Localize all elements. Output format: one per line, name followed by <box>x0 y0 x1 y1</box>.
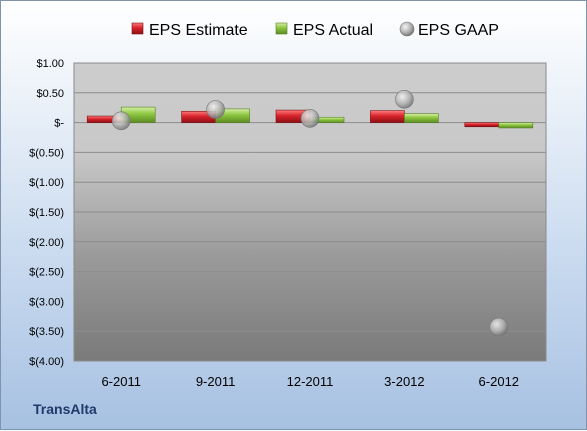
y-tick-label: $(2.00) <box>29 237 64 249</box>
x-tick-label: 3-2012 <box>384 374 424 389</box>
eps-gaap-marker <box>300 109 320 128</box>
legend-swatch <box>275 22 288 35</box>
x-tick-label: 6-2011 <box>101 374 141 389</box>
company-name: TransAlta <box>33 401 97 417</box>
eps-gaap-marker <box>111 111 131 131</box>
legend-label: EPS Estimate <box>149 22 248 39</box>
legend-swatch <box>399 21 415 37</box>
x-tick-label: 6-2012 <box>479 374 519 389</box>
eps-gaap-marker <box>489 317 509 337</box>
legend-label: EPS Actual <box>293 22 373 39</box>
eps-gaap-marker <box>206 100 225 119</box>
legend-eps-actual: EPS Actual <box>275 22 373 39</box>
y-tick-label: $(0.50) <box>29 147 64 159</box>
x-tick-label: 9-2011 <box>196 374 236 389</box>
eps-gaap-marker <box>395 90 414 109</box>
y-tick-label: $(3.50) <box>29 326 64 338</box>
y-tick-label: $(4.00) <box>29 356 64 368</box>
legend-eps-gaap: EPS GAAP <box>399 21 499 39</box>
y-tick-label: $1.00 <box>36 58 64 70</box>
legend-swatch <box>131 22 144 35</box>
eps-actual-bar <box>404 113 439 123</box>
y-tick-label: $(2.50) <box>29 267 64 279</box>
y-tick-label: $(1.00) <box>29 177 64 189</box>
legend-label: EPS GAAP <box>418 22 499 39</box>
x-tick-label: 12-2011 <box>287 374 334 389</box>
legend-eps-estimate: EPS Estimate <box>131 22 248 39</box>
y-tick-label: $- <box>54 118 64 130</box>
y-tick-label: $(1.50) <box>29 207 64 219</box>
eps-actual-bar <box>498 122 534 129</box>
eps-estimate-bar <box>370 110 405 123</box>
y-tick-label: $0.50 <box>36 88 64 100</box>
y-tick-label: $(3.00) <box>29 296 64 308</box>
eps-estimate-bar <box>464 122 500 128</box>
